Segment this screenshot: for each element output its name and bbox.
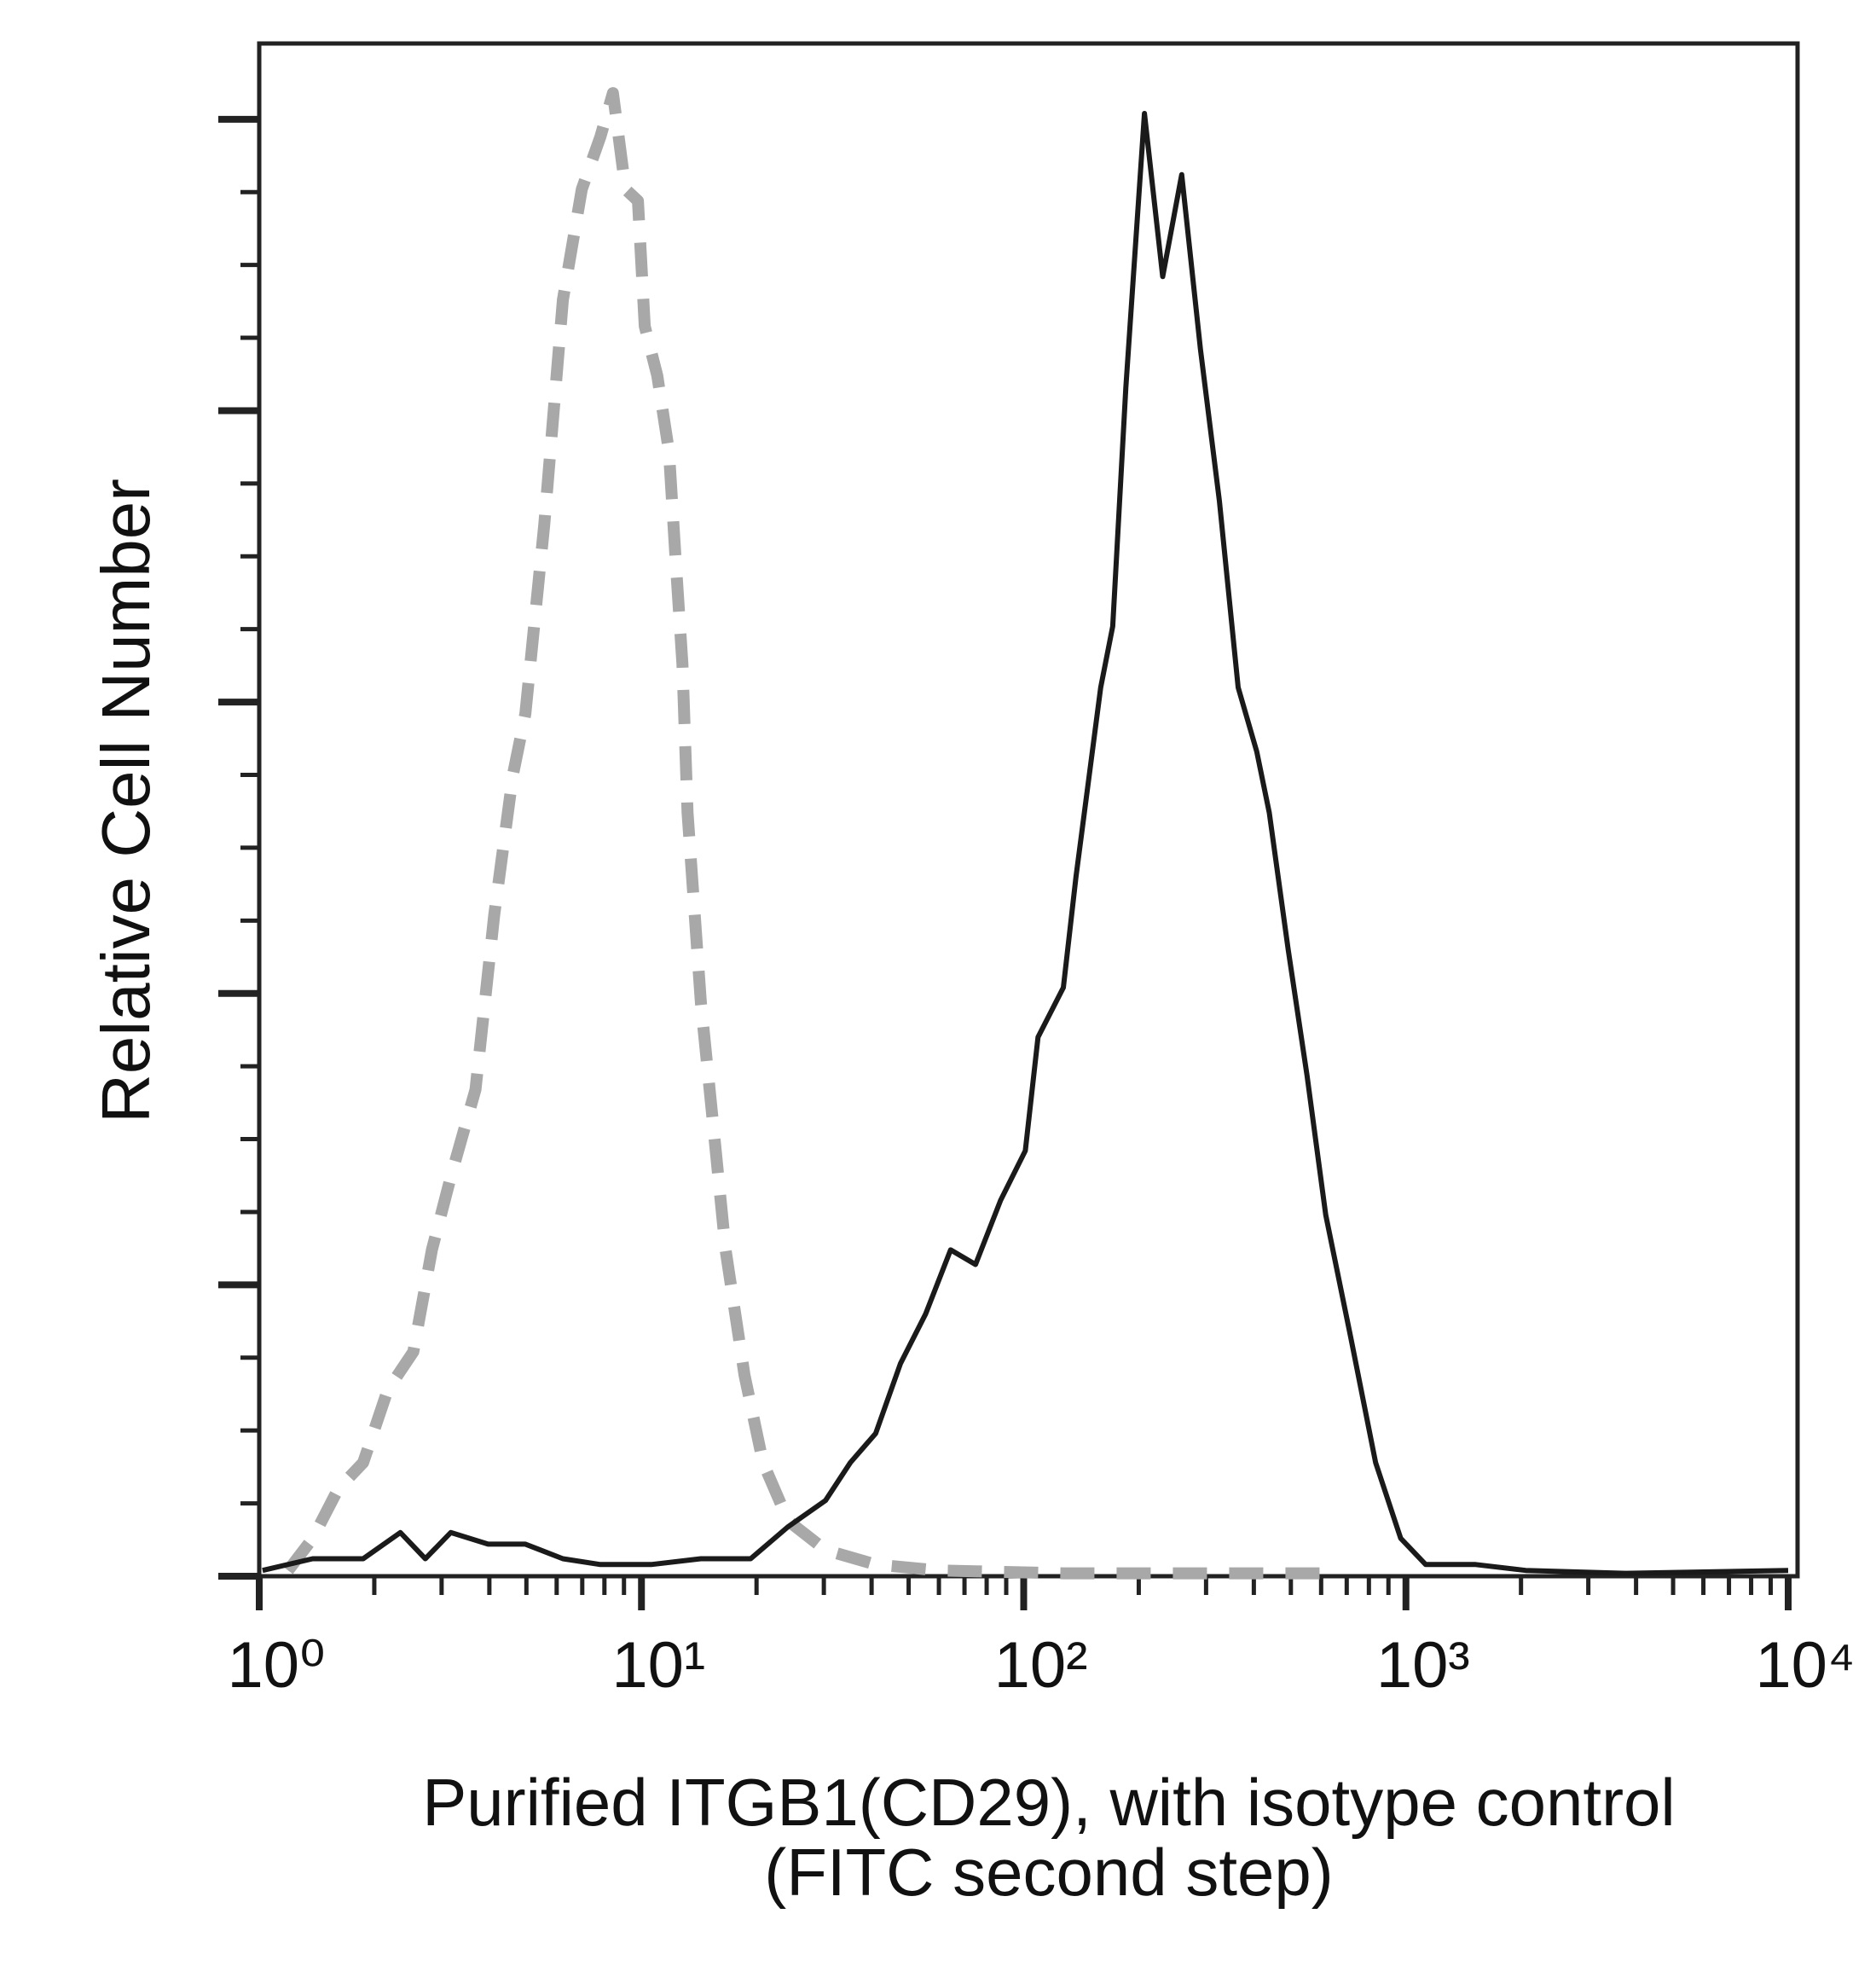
y-axis-label: Relative Cell Number — [88, 478, 164, 1123]
histogram-line — [262, 111, 1789, 1576]
x-tick-label: 10² — [994, 1629, 1088, 1702]
x-tick-label: 10⁰ — [227, 1629, 325, 1702]
x-tick-label: 10⁴ — [1755, 1629, 1855, 1702]
histogram-line — [283, 87, 1326, 1580]
x-axis-label: Purified ITGB1(CD29), with isotype contr… — [422, 1765, 1676, 1840]
x-tick-label: 10³ — [1376, 1629, 1470, 1702]
x-axis-label: (FITC second step) — [764, 1835, 1334, 1910]
plot-frame — [257, 41, 1800, 1579]
x-tick-label: 10¹ — [611, 1629, 705, 1702]
